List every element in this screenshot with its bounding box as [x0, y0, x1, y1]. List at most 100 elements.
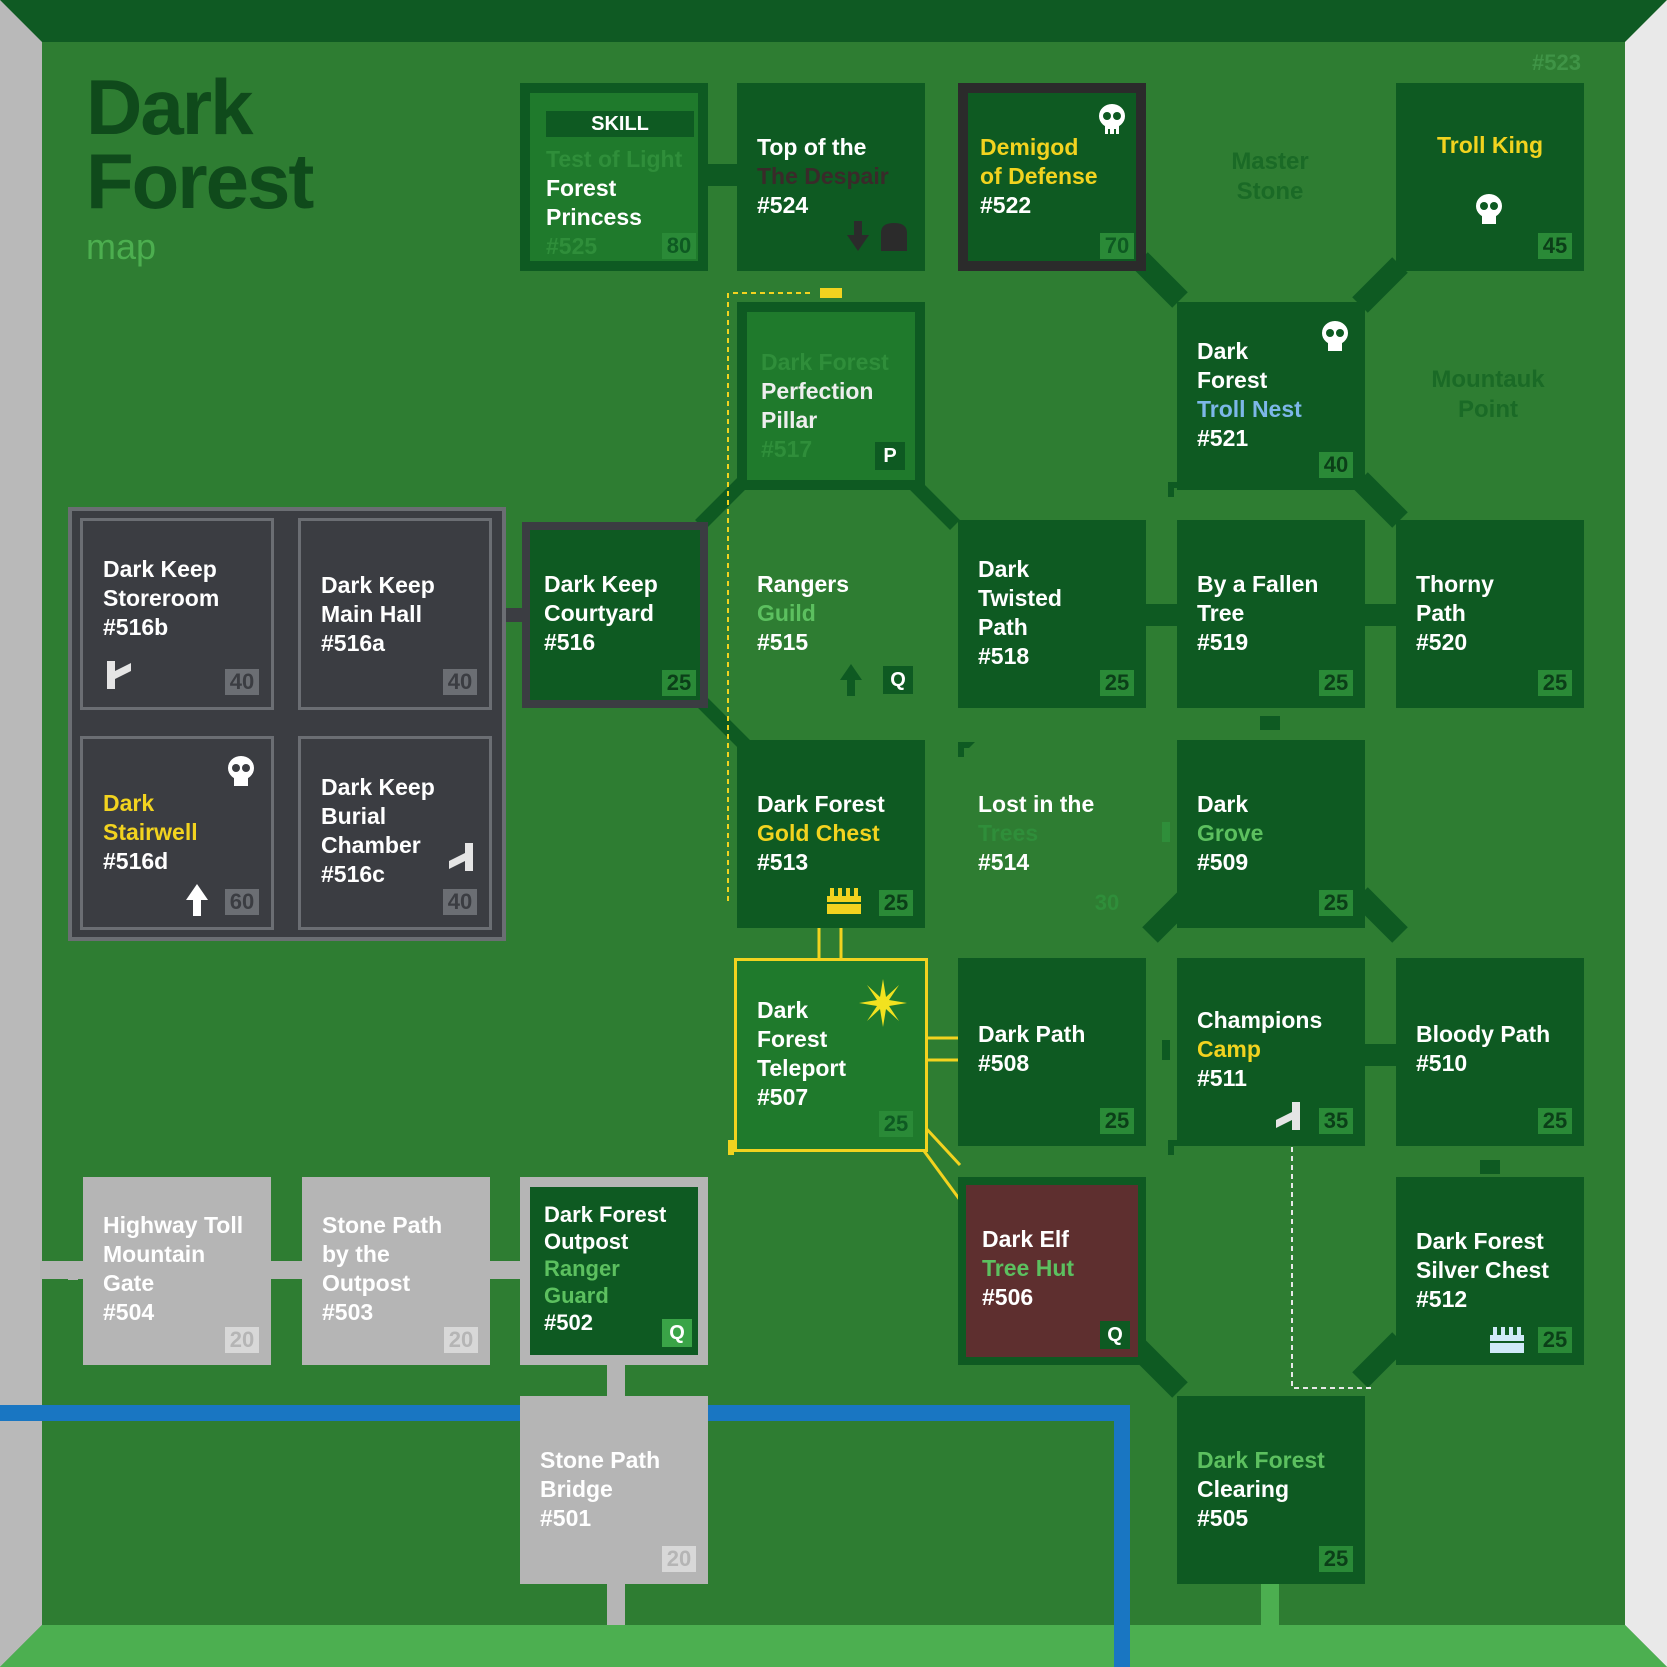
treasure-chest-icon: [827, 888, 861, 914]
room-501[interactable]: Stone Path Bridge #501 20: [520, 1396, 708, 1584]
room-506[interactable]: Dark Elf Tree Hut #506 Q: [958, 1177, 1146, 1365]
room-509-level: 25: [1319, 890, 1353, 916]
room-524-name: Top of the The Despair #524: [757, 134, 889, 218]
room-513-level: 25: [879, 890, 913, 916]
room-516-level: 25: [662, 670, 696, 696]
room-507-level: 25: [879, 1111, 913, 1137]
skull-icon: [1099, 104, 1125, 134]
room-509-name: Dark Grove #509: [1197, 791, 1264, 875]
room-504-name: Highway Toll Mountain Gate #504: [103, 1212, 244, 1325]
skull-icon: [1476, 194, 1502, 224]
room-512-name: Dark Forest Silver Chest #512: [1416, 1228, 1549, 1312]
quest-badge: Q: [662, 1319, 692, 1347]
room-515-name: Rangers Guild #515: [757, 571, 850, 655]
room-505[interactable]: Dark Forest Clearing #505 25: [1177, 1396, 1365, 1584]
room-515[interactable]: Rangers Guild #515 Q: [737, 520, 925, 708]
room-508-level: 25: [1100, 1108, 1134, 1134]
teleport-star-icon: [859, 979, 907, 1027]
label-master-stone: Master Stone: [1231, 148, 1309, 205]
room-509[interactable]: Dark Grove #509 25: [1177, 740, 1365, 928]
room-518-name: Dark Twisted Path #518: [978, 556, 1062, 669]
room-511-level: 35: [1319, 1108, 1353, 1134]
room-519-level: 25: [1319, 670, 1353, 696]
room-504-level: 20: [225, 1327, 259, 1353]
room-505-name: Dark Forest Clearing #505: [1197, 1447, 1325, 1531]
room-525-level: 80: [662, 233, 696, 259]
room-510-name: Bloody Path #510: [1416, 1021, 1551, 1076]
map-subtitle: map: [86, 226, 157, 267]
room-506-name: Dark Elf Tree Hut #506: [982, 1226, 1075, 1310]
room-521-name: Dark Forest Troll Nest #521: [1197, 338, 1302, 451]
room-516d-level: 60: [225, 889, 259, 915]
room-508[interactable]: Dark Path #508 25: [958, 958, 1146, 1146]
room-502[interactable]: Dark Forest Outpost Ranger Guard #502 Q: [520, 1177, 708, 1365]
room-519[interactable]: By a Fallen Tree #519 25: [1177, 520, 1365, 708]
up-arrow-icon: [186, 884, 208, 916]
room-503-level: 20: [444, 1327, 478, 1353]
room-510-level: 25: [1538, 1108, 1572, 1134]
room-522[interactable]: Demigod of Defense #522 70: [958, 83, 1146, 271]
room-513[interactable]: Dark Forest Gold Chest #513 25: [737, 740, 925, 928]
room-516d[interactable]: Dark Stairwell #516d 60: [80, 736, 274, 930]
skull-icon: [228, 756, 254, 786]
room-507[interactable]: Dark Forest Teleport #507 25: [734, 958, 928, 1152]
room-516[interactable]: Dark Keep Courtyard #516 25: [522, 522, 708, 708]
room-516-name: Dark Keep Courtyard #516: [544, 571, 658, 655]
room-519-name: By a Fallen Tree #519: [1197, 571, 1319, 655]
label-mountauk-point: Mountauk Point: [1431, 366, 1545, 423]
room-516b[interactable]: Dark Keep Storeroom #516b 40: [80, 518, 274, 710]
room-512[interactable]: Dark Forest Silver Chest #512 25: [1396, 1177, 1584, 1365]
room-troll-king-name: Troll King: [1436, 132, 1544, 158]
room-516a-name: Dark Keep Main Hall #516a: [321, 572, 435, 656]
room-511[interactable]: Champions Camp #511 35: [1177, 958, 1365, 1146]
room-521[interactable]: Dark Forest Troll Nest #521 40: [1177, 302, 1365, 490]
room-507-name: Dark Forest Teleport #507: [757, 997, 847, 1110]
room-501-level: 20: [662, 1546, 696, 1572]
room-522-name: Demigod of Defense #522: [980, 134, 1098, 218]
room-503[interactable]: Stone Path by the Outpost #503 20: [302, 1177, 490, 1365]
room-520-level: 25: [1538, 670, 1572, 696]
room-516c-level: 40: [443, 889, 477, 915]
up-arrow-icon: [840, 664, 862, 696]
map-id: #523: [1532, 50, 1581, 75]
room-518[interactable]: Dark Twisted Path #518 25: [958, 520, 1146, 708]
room-513-name: Dark Forest Gold Chest #513: [757, 791, 885, 875]
room-514-name: Lost in the Trees #514: [978, 791, 1095, 875]
room-521-level: 40: [1319, 452, 1353, 478]
room-505-level: 25: [1319, 1546, 1353, 1572]
room-510[interactable]: Bloody Path #510 25: [1396, 958, 1584, 1146]
room-518-level: 25: [1100, 670, 1134, 696]
treasure-chest-icon: [1490, 1327, 1524, 1353]
room-525-name: Test of Light Forest Princess #525: [546, 146, 683, 259]
room-514[interactable]: Lost in the Trees #514 30: [958, 740, 1146, 928]
pillar-badge: P: [875, 442, 905, 470]
room-501-name: Stone Path Bridge #501: [540, 1447, 661, 1531]
room-520[interactable]: Thorny Path #520 25: [1396, 520, 1584, 708]
room-516c[interactable]: Dark Keep Burial Chamber #516c 40: [298, 736, 492, 930]
room-512-level: 25: [1538, 1327, 1572, 1353]
room-508-name: Dark Path #508: [978, 1021, 1086, 1076]
skill-header: SKILL: [546, 111, 694, 137]
room-516a[interactable]: Dark Keep Main Hall #516a 40: [298, 518, 492, 710]
room-503-name: Stone Path by the Outpost #503: [322, 1212, 443, 1325]
room-troll-king[interactable]: Troll King 45: [1396, 83, 1584, 271]
room-520-name: Thorny Path #520: [1416, 571, 1494, 655]
quest-badge: Q: [1100, 1321, 1130, 1349]
room-517-name: Dark Forest Perfection Pillar #517: [761, 349, 889, 462]
room-troll-king-level: 45: [1538, 233, 1572, 259]
room-522-level: 70: [1100, 233, 1134, 259]
room-502-name: Dark Forest Outpost Ranger Guard #502: [544, 1202, 667, 1335]
room-524[interactable]: Top of the The Despair #524: [737, 83, 925, 271]
room-504[interactable]: Highway Toll Mountain Gate #504 20: [83, 1177, 271, 1365]
room-517[interactable]: Dark Forest Perfection Pillar #517 P: [737, 302, 925, 490]
room-516d-name: Dark Stairwell #516d: [103, 790, 198, 874]
skull-icon: [1322, 321, 1348, 351]
room-525[interactable]: SKILL Test of Light Forest Princess #525…: [520, 83, 708, 271]
room-516b-name: Dark Keep Storeroom #516b: [103, 556, 220, 640]
down-arrow-icon: [847, 221, 907, 251]
room-516a-level: 40: [443, 669, 477, 695]
stairs-down-icon: [449, 843, 473, 871]
room-514-level: 30: [1094, 890, 1120, 915]
stairs-down-icon: [1276, 1102, 1300, 1130]
